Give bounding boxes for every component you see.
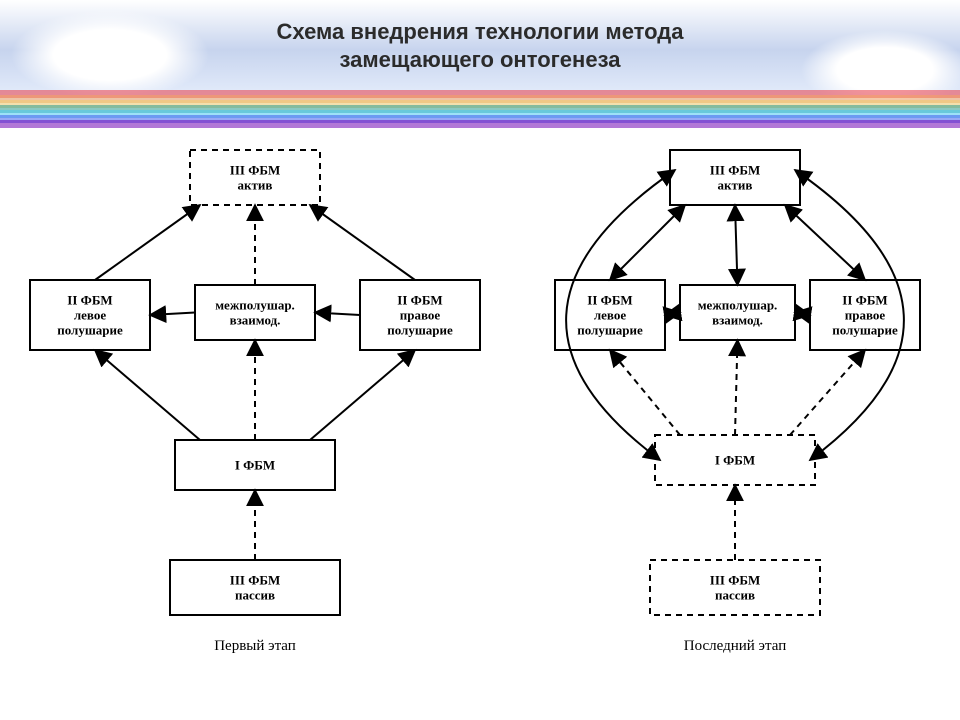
node-top-label-1: актив (718, 178, 753, 193)
node-left-label-1: левое (74, 308, 106, 323)
edge-1 (315, 313, 360, 316)
node-right-label-0: II ФБМ (842, 293, 887, 308)
node-bottom-label-1: пассив (715, 588, 755, 603)
edge-1 (795, 313, 810, 316)
node-right-label-0: II ФБМ (397, 293, 442, 308)
edge-8 (310, 205, 415, 280)
node-top-label-1: актив (238, 178, 273, 193)
node-left-label-2: полушарие (577, 323, 643, 338)
node-bottom-label-0: III ФБМ (710, 573, 760, 588)
edge-0 (665, 313, 680, 316)
node-bottom-label-0: III ФБМ (230, 573, 280, 588)
node-ifbm-label-0: I ФБМ (715, 453, 755, 468)
panel-caption-right: Последний этап (684, 638, 786, 654)
node-left-label-2: полушарие (57, 323, 123, 338)
title-line-1: Схема внедрения технологии метода (0, 18, 960, 46)
node-ifbm-label-0: I ФБМ (235, 458, 275, 473)
node-right-label-2: полушарие (387, 323, 453, 338)
diagram-svg: III ФБМактивII ФБМлевоеполушариемежполуш… (0, 130, 960, 700)
node-left-label-1: левое (594, 308, 626, 323)
node-center-label-1: взаимод. (712, 313, 763, 328)
edge-3 (735, 340, 738, 435)
edge-5 (95, 350, 200, 440)
panel-left: III ФБМактивII ФБМлевоеполушариемежполуш… (30, 150, 480, 654)
node-right-label-1: правое (845, 308, 886, 323)
panel-right: III ФБМактивII ФБМлевоеполушариемежполуш… (555, 150, 920, 654)
node-bottom-label-1: пассив (235, 588, 275, 603)
page-title: Схема внедрения технологии метода замеща… (0, 18, 960, 73)
edge-7 (95, 205, 200, 280)
node-top-label-0: III ФБМ (710, 163, 760, 178)
edge-7 (610, 205, 685, 280)
panel-caption-left: Первый этап (214, 638, 296, 654)
node-top-label-0: III ФБМ (230, 163, 280, 178)
edge-2 (735, 205, 738, 285)
edge-5 (610, 350, 680, 435)
node-right-label-2: полушарие (832, 323, 898, 338)
node-left-label-0: II ФБМ (587, 293, 632, 308)
node-center-label-0: межполушар. (215, 298, 295, 313)
diagram-area: III ФБМактивII ФБМлевоеполушариемежполуш… (0, 130, 960, 700)
header-banner: Схема внедрения технологии метода замеща… (0, 0, 960, 130)
title-line-2: замещающего онтогенеза (0, 46, 960, 74)
node-center-label-0: межполушар. (698, 298, 778, 313)
node-center-label-1: взаимод. (230, 313, 281, 328)
edge-0 (150, 313, 195, 316)
edge-6 (310, 350, 415, 440)
node-right-label-1: правое (400, 308, 441, 323)
node-left-label-0: II ФБМ (67, 293, 112, 308)
